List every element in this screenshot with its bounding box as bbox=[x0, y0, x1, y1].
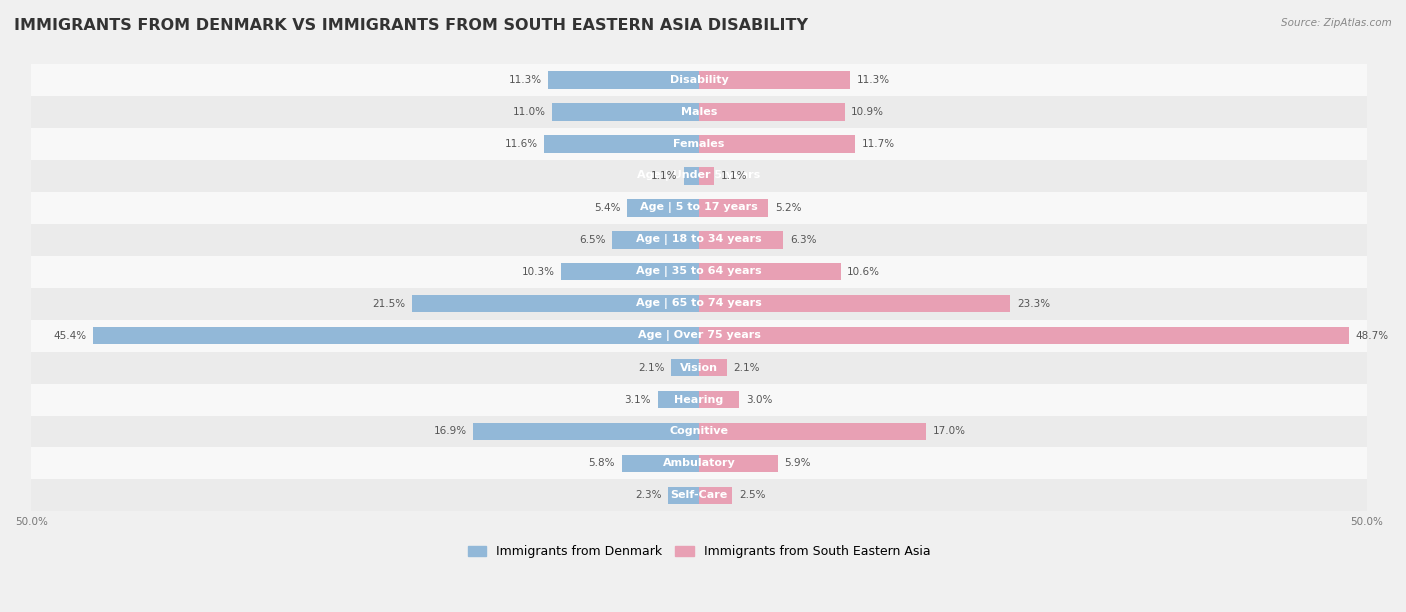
Bar bbox=[699, 167, 714, 185]
Text: 3.0%: 3.0% bbox=[745, 395, 772, 405]
Text: 2.1%: 2.1% bbox=[734, 362, 761, 373]
Text: 1.1%: 1.1% bbox=[720, 171, 747, 181]
Text: 21.5%: 21.5% bbox=[373, 299, 405, 308]
Text: 2.5%: 2.5% bbox=[740, 490, 766, 501]
Bar bbox=[548, 71, 699, 89]
Bar bbox=[668, 487, 699, 504]
Text: 5.9%: 5.9% bbox=[785, 458, 811, 468]
Text: 1.1%: 1.1% bbox=[651, 171, 678, 181]
Bar bbox=[699, 263, 841, 280]
Bar bbox=[621, 455, 699, 472]
Bar bbox=[658, 390, 699, 408]
Text: Age | 65 to 74 years: Age | 65 to 74 years bbox=[636, 298, 762, 309]
Text: Age | Over 75 years: Age | Over 75 years bbox=[637, 330, 761, 341]
Text: 2.1%: 2.1% bbox=[638, 362, 664, 373]
Bar bbox=[31, 319, 1367, 351]
Text: Females: Females bbox=[673, 139, 724, 149]
Text: 17.0%: 17.0% bbox=[932, 427, 966, 436]
Bar bbox=[31, 128, 1367, 160]
Bar bbox=[699, 327, 1350, 345]
Text: 5.4%: 5.4% bbox=[593, 203, 620, 213]
Bar bbox=[671, 359, 699, 376]
Bar bbox=[31, 96, 1367, 128]
Legend: Immigrants from Denmark, Immigrants from South Eastern Asia: Immigrants from Denmark, Immigrants from… bbox=[463, 540, 935, 563]
Text: Age | Under 5 years: Age | Under 5 years bbox=[637, 170, 761, 181]
Text: 48.7%: 48.7% bbox=[1355, 330, 1389, 341]
Text: 16.9%: 16.9% bbox=[433, 427, 467, 436]
Bar bbox=[31, 351, 1367, 384]
Text: 45.4%: 45.4% bbox=[53, 330, 86, 341]
Text: 6.5%: 6.5% bbox=[579, 235, 606, 245]
Text: 5.8%: 5.8% bbox=[588, 458, 614, 468]
Bar bbox=[699, 487, 733, 504]
Bar bbox=[31, 479, 1367, 512]
Bar bbox=[474, 423, 699, 440]
Text: Males: Males bbox=[681, 107, 717, 117]
Text: 6.3%: 6.3% bbox=[790, 235, 817, 245]
Bar bbox=[31, 416, 1367, 447]
Text: Self-Care: Self-Care bbox=[671, 490, 728, 501]
Text: 10.9%: 10.9% bbox=[851, 107, 884, 117]
Bar bbox=[699, 103, 845, 121]
Bar bbox=[685, 167, 699, 185]
Text: Hearing: Hearing bbox=[675, 395, 724, 405]
Text: 11.6%: 11.6% bbox=[505, 139, 537, 149]
Bar bbox=[31, 384, 1367, 416]
Bar bbox=[699, 135, 855, 152]
Text: Age | 35 to 64 years: Age | 35 to 64 years bbox=[636, 266, 762, 277]
Text: 11.3%: 11.3% bbox=[856, 75, 890, 85]
Text: 10.6%: 10.6% bbox=[848, 267, 880, 277]
Bar bbox=[31, 256, 1367, 288]
Bar bbox=[699, 231, 783, 248]
Bar bbox=[699, 199, 769, 217]
Text: 2.3%: 2.3% bbox=[636, 490, 662, 501]
Text: 3.1%: 3.1% bbox=[624, 395, 651, 405]
Bar bbox=[627, 199, 699, 217]
Bar bbox=[31, 224, 1367, 256]
Text: Vision: Vision bbox=[681, 362, 718, 373]
Text: 11.0%: 11.0% bbox=[512, 107, 546, 117]
Bar bbox=[699, 423, 927, 440]
Bar bbox=[699, 295, 1010, 313]
Text: IMMIGRANTS FROM DENMARK VS IMMIGRANTS FROM SOUTH EASTERN ASIA DISABILITY: IMMIGRANTS FROM DENMARK VS IMMIGRANTS FR… bbox=[14, 18, 808, 34]
Bar bbox=[31, 192, 1367, 224]
Bar bbox=[544, 135, 699, 152]
Text: 11.7%: 11.7% bbox=[862, 139, 896, 149]
Text: 23.3%: 23.3% bbox=[1017, 299, 1050, 308]
Text: Cognitive: Cognitive bbox=[669, 427, 728, 436]
Text: 11.3%: 11.3% bbox=[509, 75, 541, 85]
Text: Age | 18 to 34 years: Age | 18 to 34 years bbox=[636, 234, 762, 245]
Text: Age | 5 to 17 years: Age | 5 to 17 years bbox=[640, 203, 758, 213]
Bar bbox=[699, 359, 727, 376]
Bar bbox=[699, 455, 778, 472]
Text: Disability: Disability bbox=[669, 75, 728, 85]
Bar bbox=[612, 231, 699, 248]
Bar bbox=[31, 160, 1367, 192]
Bar bbox=[699, 71, 849, 89]
Bar bbox=[561, 263, 699, 280]
Bar bbox=[553, 103, 699, 121]
Bar bbox=[699, 390, 740, 408]
Text: Ambulatory: Ambulatory bbox=[662, 458, 735, 468]
Text: 5.2%: 5.2% bbox=[775, 203, 801, 213]
Bar bbox=[31, 288, 1367, 319]
Text: 10.3%: 10.3% bbox=[522, 267, 555, 277]
Text: Source: ZipAtlas.com: Source: ZipAtlas.com bbox=[1281, 18, 1392, 28]
Bar bbox=[412, 295, 699, 313]
Bar bbox=[93, 327, 699, 345]
Bar bbox=[31, 447, 1367, 479]
Bar bbox=[31, 64, 1367, 96]
